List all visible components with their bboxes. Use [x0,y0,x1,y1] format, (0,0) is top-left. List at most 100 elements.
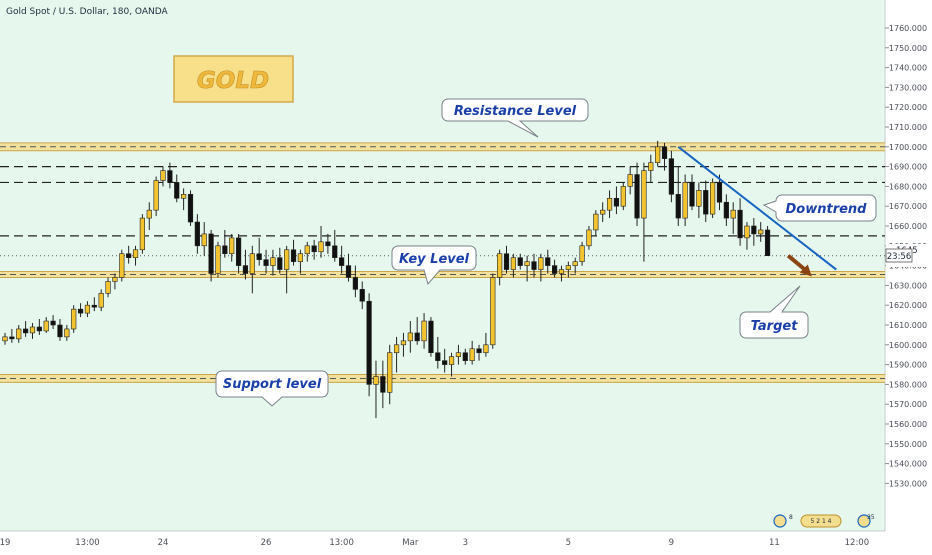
candle-up [469,348,475,361]
price-tick-label: 1680.000 [889,182,927,191]
candle-down [235,237,242,266]
candle-up [538,257,544,270]
candle-up [98,293,104,308]
candle-up [119,253,125,278]
time-tick-label: 12:00 [845,538,870,548]
candle-up [641,170,647,219]
candle-up [565,265,571,270]
time-tick-label: 13:00 [75,538,100,548]
candle-up [132,249,139,258]
callout-target: Target [739,285,809,339]
candle-down [187,194,194,223]
candle-up [29,326,36,334]
candle-down [414,332,420,342]
candle-down [668,158,674,195]
event-widget-1-count: 8 [789,514,793,521]
candle-up [758,229,764,235]
candle-down [126,253,132,258]
candle-down [311,245,317,253]
price-tick-label: 1630.000 [889,281,927,290]
candle-up [696,190,702,207]
candle-up [160,170,166,181]
candle-up [270,257,276,266]
price-tick-label: 1570.000 [889,400,927,409]
candle-up [201,233,207,247]
candle-up [153,180,159,211]
candle-up [648,162,654,171]
price-tick-label: 1750.000 [889,44,927,53]
candle-down [634,174,640,219]
candle-down [435,352,441,361]
time-tick-label: 19 [0,538,10,548]
candle-up [579,245,585,262]
candle-down [290,249,297,262]
event-widget-3[interactable]: 35 [857,514,875,528]
last-price-tag: 1645 23:56 [885,244,932,267]
candle-down [277,257,283,270]
candle-down [256,253,262,260]
candle-up [297,253,304,262]
candle-up [304,245,310,255]
candle-down [57,324,63,338]
candle-up [393,344,400,354]
gold-badge-text: GOLD [197,68,269,94]
time-tick-label: 26 [261,538,272,548]
price-tick-label: 1710.000 [889,123,927,132]
candle-up [483,344,489,354]
candle-down [476,348,482,354]
price-tick-label: 1660.000 [889,222,927,231]
price-tick-label: 1530.000 [889,479,927,488]
candle-up [586,229,592,247]
target-arrow-shaft [786,254,807,272]
price-tick-label: 1740.000 [889,64,927,73]
price-tick-label: 1590.000 [889,361,927,370]
candle-down [661,146,668,159]
price-tick-label: 1600.000 [889,341,927,350]
candle-up [606,197,613,211]
candlesticks [2,140,771,419]
candle-up [387,352,393,393]
event-widget-1[interactable]: 8 [773,514,793,528]
price-tick-label: 1730.000 [889,83,927,92]
candle-up [655,146,661,163]
candle-down [359,289,365,302]
horizontal-levels [0,142,885,383]
candle-up [730,209,736,219]
candle-down [9,336,15,340]
candle-up [84,304,91,314]
candle-up [146,209,152,219]
price-tick-label: 1550.000 [889,440,927,449]
target-arrow-head [799,264,812,277]
candle-up [284,249,290,270]
time-tick-label: 5 [566,538,571,548]
candle-up [600,209,606,215]
candle-down [442,360,448,365]
price-tick-label: 1540.000 [889,460,927,469]
candle-up [490,277,496,346]
price-tick-label: 1720.000 [889,103,927,112]
candle-up [744,225,750,239]
price-tick-label: 1690.000 [889,163,927,172]
candle-up [627,174,633,187]
candle-down [737,209,743,239]
candle-up [558,269,565,274]
callout-resistance: Resistance Level [441,98,589,138]
drawings [677,146,837,277]
time-tick-label: 13:00 [329,538,354,548]
candle-down [716,182,723,203]
candle-down [723,201,729,219]
time-tick-label: 11 [769,538,780,548]
bottom-widgets: 8 5 2 1 4 35 [773,514,875,528]
time-tick-label: 24 [158,538,169,548]
candle-down [703,190,709,215]
candle-down [77,308,84,314]
callout-key-level: Key Level [391,245,477,286]
candle-down [689,182,695,207]
candle-up [407,332,413,342]
event-widget-2[interactable]: 5 2 1 4 [800,514,842,528]
countdown-box [885,248,913,263]
candle-up [373,376,379,385]
callout-support: Support level [215,370,329,407]
